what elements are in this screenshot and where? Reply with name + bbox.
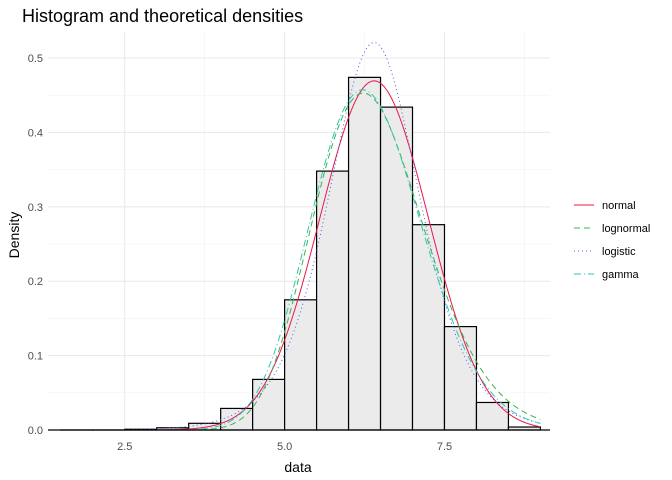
x-axis-title: data [284, 459, 311, 475]
legend: normal lognormal logistic gamma [574, 200, 650, 281]
y-tick-label: 0.0 [28, 425, 43, 437]
histogram-bar [252, 378, 286, 431]
y-axis-title: Density [6, 212, 22, 259]
y-tick-label: 0.3 [28, 202, 43, 214]
histogram-bar [411, 224, 446, 431]
histogram-bar [475, 401, 510, 431]
legend-label-lognormal: lognormal [602, 223, 650, 235]
x-tick-label: 2.5 [117, 441, 132, 453]
y-tick-label: 0.2 [28, 276, 43, 288]
histogram-bar [284, 299, 318, 431]
legend-label-gamma: gamma [602, 269, 640, 281]
histogram-bars [60, 76, 542, 431]
histogram-bar [443, 325, 478, 431]
axes: 2.5 5.0 7.5 0.0 0.1 0.2 0.3 0.4 0.5 [28, 53, 550, 453]
y-tick-label: 0.4 [28, 127, 43, 139]
histogram-bar [315, 170, 350, 431]
histogram-bar [379, 106, 414, 431]
density-curve-gamma [60, 89, 541, 431]
legend-label-logistic: logistic [602, 246, 636, 258]
x-tick-label: 7.5 [437, 441, 452, 453]
chart-title: Histogram and theoretical densities [22, 6, 303, 26]
histogram-bar [347, 76, 382, 431]
y-tick-label: 0.1 [28, 351, 43, 363]
legend-label-normal: normal [602, 200, 636, 212]
density-curve-lognormal [60, 92, 541, 431]
x-tick-label: 5.0 [277, 441, 292, 453]
y-tick-label: 0.5 [28, 53, 43, 65]
